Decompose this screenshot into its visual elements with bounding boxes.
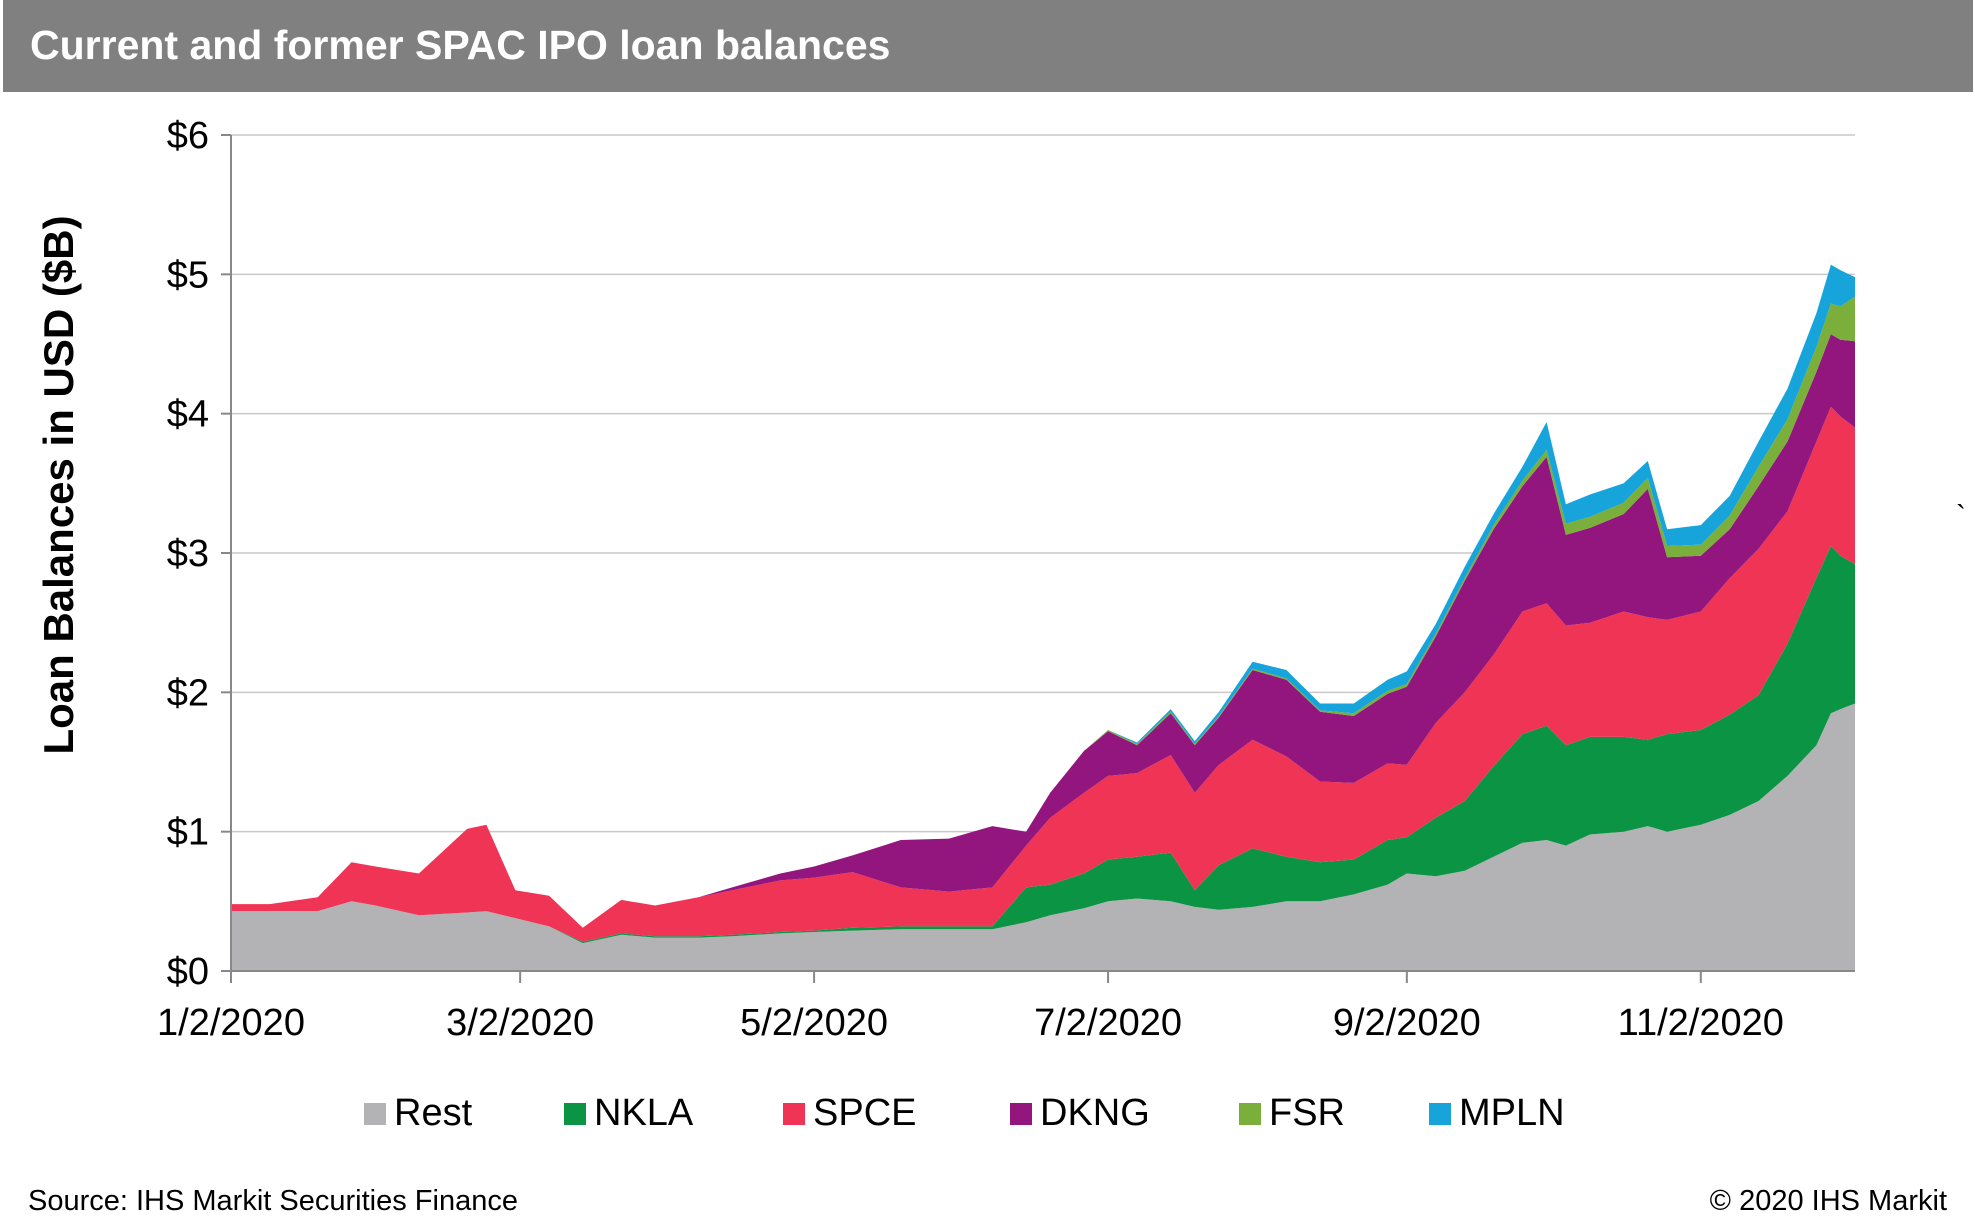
- area-nkla: [231, 546, 1855, 944]
- stray-mark: `: [1956, 500, 1966, 533]
- legend-item-spce: SPCE: [783, 1092, 916, 1135]
- legend-item-fsr: FSR: [1239, 1092, 1345, 1135]
- legend-item-nkla: NKLA: [564, 1092, 693, 1135]
- stacked-areas: [231, 264, 1855, 971]
- area-dkng: [231, 334, 1855, 928]
- legend-label: Rest: [394, 1092, 473, 1134]
- legend-item-mpln: MPLN: [1429, 1092, 1565, 1135]
- legend-item-dkng: DKNG: [1010, 1092, 1150, 1135]
- y-tick-label: $1: [167, 812, 209, 854]
- legend-label: DKNG: [1040, 1092, 1150, 1134]
- area-rest: [231, 703, 1855, 971]
- y-tick-labels: $0 $1 $2 $3 $4 $5 $6: [167, 115, 209, 993]
- y-tick-label: $0: [167, 951, 209, 993]
- axes: [221, 134, 1855, 983]
- legend-label: NKLA: [594, 1092, 694, 1134]
- legend-label: SPCE: [813, 1092, 917, 1134]
- copyright-note: © 2020 IHS Markit: [1709, 1185, 1947, 1217]
- legend-swatch: [1239, 1102, 1261, 1125]
- x-tick-label: 7/2/2020: [1034, 1002, 1182, 1044]
- legend-label: MPLN: [1459, 1092, 1565, 1134]
- y-tick-label: $4: [167, 394, 209, 436]
- title-bar: Current and former SPAC IPO loan balance…: [3, 0, 1973, 92]
- legend-swatch: [564, 1102, 586, 1125]
- legend-swatch: [783, 1102, 805, 1125]
- x-tick-label: 9/2/2020: [1333, 1002, 1481, 1044]
- source-note: Source: IHS Markit Securities Finance: [28, 1185, 518, 1217]
- x-tick-label: 1/2/2020: [157, 1002, 305, 1044]
- x-tick-label: 5/2/2020: [740, 1002, 888, 1044]
- legend-swatch: [1429, 1102, 1451, 1125]
- x-tick-labels: 1/2/2020 3/2/2020 5/2/2020 7/2/2020 9/2/2020…: [157, 1002, 1784, 1044]
- legend-swatch: [1010, 1102, 1032, 1125]
- legend-label: FSR: [1269, 1092, 1345, 1134]
- legend-swatch: [364, 1102, 386, 1125]
- y-tick-label: $6: [167, 115, 209, 157]
- chart-title: Current and former SPAC IPO loan balance…: [30, 22, 891, 68]
- x-tick-label: 11/2/2020: [1618, 1002, 1784, 1044]
- area-spce: [231, 406, 1855, 942]
- y-tick-label: $3: [167, 533, 209, 575]
- y-tick-label: $2: [167, 672, 209, 714]
- x-tick-label: 3/2/2020: [446, 1002, 594, 1044]
- y-tick-label: $5: [167, 254, 209, 296]
- y-axis-label: Loan Balances in USD ($B): [35, 215, 82, 754]
- legend-item-rest: Rest: [364, 1092, 472, 1135]
